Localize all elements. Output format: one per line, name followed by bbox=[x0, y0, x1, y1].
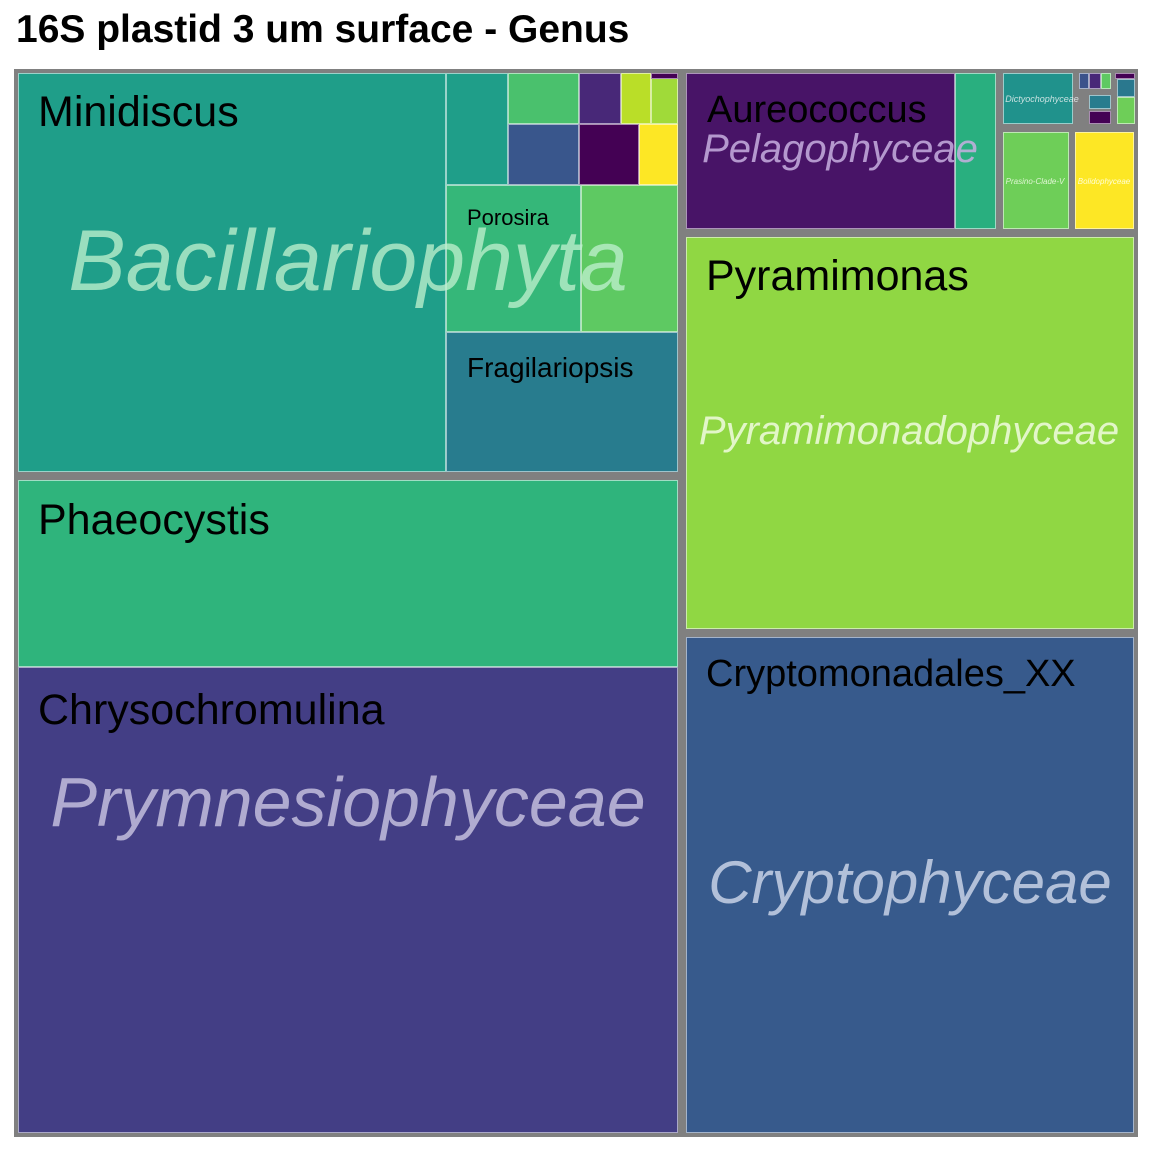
tile-tiny-1 bbox=[1079, 73, 1089, 89]
tile-bacill-small-6 bbox=[651, 73, 678, 79]
genus-label-chrysochromulina: Chrysochromulina bbox=[38, 686, 385, 734]
tile-bacill-small-3 bbox=[579, 73, 621, 124]
tile-tiny-3 bbox=[1101, 73, 1111, 89]
tile-minidiscus bbox=[18, 73, 446, 472]
genus-label-pyramimonas: Pyramimonas bbox=[706, 252, 969, 300]
tile-bacill-small-8 bbox=[579, 124, 639, 185]
class-label-prasino-clade-v: Prasino-Clade-V bbox=[1005, 177, 1065, 186]
tile-aureococcus bbox=[686, 73, 955, 229]
tile-bacill-small-5 bbox=[651, 73, 678, 124]
tile-bacill-small-7 bbox=[508, 124, 579, 185]
tile-fragilariopsis bbox=[446, 332, 678, 472]
class-label-cryptophyceae: Cryptophyceae bbox=[708, 849, 1112, 916]
class-label-dictyochophyceae: Dictyochophyceae bbox=[1005, 94, 1079, 104]
genus-label-porosira: Porosira bbox=[467, 205, 549, 230]
tile-tiny-4 bbox=[1115, 73, 1135, 79]
tile-bolidophyceae bbox=[1075, 132, 1134, 229]
genus-label-cryptomonadales-xx: Cryptomonadales_XX bbox=[706, 653, 1076, 695]
genus-label-phaeocystis: Phaeocystis bbox=[38, 496, 270, 544]
class-label-pelagophyceae: Pelagophyceae bbox=[702, 127, 978, 171]
tile-tiny-8 bbox=[1089, 111, 1111, 124]
tile-phaeocystis bbox=[18, 480, 678, 667]
tile-bacill-small-2 bbox=[508, 73, 579, 124]
class-label-prymnesiophyceae: Prymnesiophyceae bbox=[50, 763, 646, 841]
tile-dictyochophyceae bbox=[1003, 73, 1073, 124]
tile-bacill-small-10 bbox=[581, 185, 678, 332]
genus-label-minidiscus: Minidiscus bbox=[38, 88, 239, 136]
tile-chrysochromulina bbox=[18, 667, 678, 1133]
tile-bacill-small-9 bbox=[639, 124, 678, 185]
tile-tiny-2 bbox=[1089, 73, 1101, 89]
genus-label-aureococcus: Aureococcus bbox=[707, 89, 927, 131]
tile-tiny-5 bbox=[1117, 79, 1135, 97]
class-label-bacillariophyta: Bacillariophyta bbox=[68, 213, 628, 309]
chart-title: 16S plastid 3 um surface - Genus bbox=[16, 8, 630, 51]
tile-pelago-small bbox=[955, 73, 996, 229]
tile-tiny-7 bbox=[1117, 97, 1135, 124]
class-label-bolidophyceae: Bolidophyceae bbox=[1077, 177, 1131, 186]
genus-label-fragilariopsis: Fragilariopsis bbox=[467, 352, 634, 383]
tile-pyramimonas bbox=[686, 237, 1134, 629]
tile-bacill-small-4 bbox=[621, 73, 651, 124]
tile-prasino-clade-v bbox=[1003, 132, 1069, 229]
tile-porosira bbox=[446, 185, 581, 332]
tile-bacill-small-1 bbox=[446, 73, 508, 185]
class-label-pyramimonadophyceae: Pyramimonadophyceae bbox=[698, 409, 1120, 453]
tile-cryptomonadales-xx bbox=[686, 637, 1134, 1133]
tile-tiny-6 bbox=[1089, 95, 1111, 109]
